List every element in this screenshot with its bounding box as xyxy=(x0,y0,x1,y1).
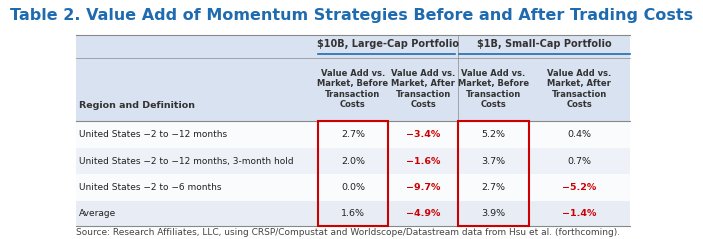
Text: −4.9%: −4.9% xyxy=(406,209,440,218)
Text: Region and Definition: Region and Definition xyxy=(79,101,195,109)
Text: 0.7%: 0.7% xyxy=(567,157,591,166)
Text: Source: Research Affiliates, LLC, using CRSP/Compustat and Worldscope/Datastream: Source: Research Affiliates, LLC, using … xyxy=(76,228,620,237)
Text: 0.4%: 0.4% xyxy=(567,130,591,139)
Text: 3.7%: 3.7% xyxy=(482,157,505,166)
Text: Value Add vs.
Market, After
Transaction
Costs: Value Add vs. Market, After Transaction … xyxy=(547,69,611,109)
Text: Average: Average xyxy=(79,209,116,218)
Text: 2.7%: 2.7% xyxy=(341,130,365,139)
Text: 2.0%: 2.0% xyxy=(341,157,365,166)
Text: 0.0%: 0.0% xyxy=(341,183,365,192)
Text: $10B, Large-Cap Portfolio: $10B, Large-Cap Portfolio xyxy=(317,39,459,49)
FancyBboxPatch shape xyxy=(76,148,630,174)
FancyBboxPatch shape xyxy=(76,35,630,120)
Text: −3.4%: −3.4% xyxy=(406,130,440,139)
Text: Table 2. Value Add of Momentum Strategies Before and After Trading Costs: Table 2. Value Add of Momentum Strategie… xyxy=(10,8,693,23)
Text: 5.2%: 5.2% xyxy=(482,130,505,139)
Text: United States −2 to −6 months: United States −2 to −6 months xyxy=(79,183,221,192)
Text: Value Add vs.
Market, Before
Transaction
Costs: Value Add vs. Market, Before Transaction… xyxy=(317,69,389,109)
Text: $1B, Small-Cap Portfolio: $1B, Small-Cap Portfolio xyxy=(477,39,612,49)
Text: −9.7%: −9.7% xyxy=(406,183,440,192)
Text: 2.7%: 2.7% xyxy=(482,183,505,192)
Text: United States −2 to −12 months: United States −2 to −12 months xyxy=(79,130,227,139)
Text: United States −2 to −12 months, 3-month hold: United States −2 to −12 months, 3-month … xyxy=(79,157,294,166)
Text: Value Add vs.
Market, Before
Transaction
Costs: Value Add vs. Market, Before Transaction… xyxy=(458,69,529,109)
Text: −1.6%: −1.6% xyxy=(406,157,440,166)
Text: 3.9%: 3.9% xyxy=(482,209,505,218)
Text: Value Add vs.
Market, After
Transaction
Costs: Value Add vs. Market, After Transaction … xyxy=(391,69,456,109)
FancyBboxPatch shape xyxy=(76,201,630,226)
FancyBboxPatch shape xyxy=(76,121,630,148)
FancyBboxPatch shape xyxy=(76,174,630,201)
Text: 1.6%: 1.6% xyxy=(341,209,365,218)
Text: −5.2%: −5.2% xyxy=(562,183,596,192)
Text: −1.4%: −1.4% xyxy=(562,209,596,218)
